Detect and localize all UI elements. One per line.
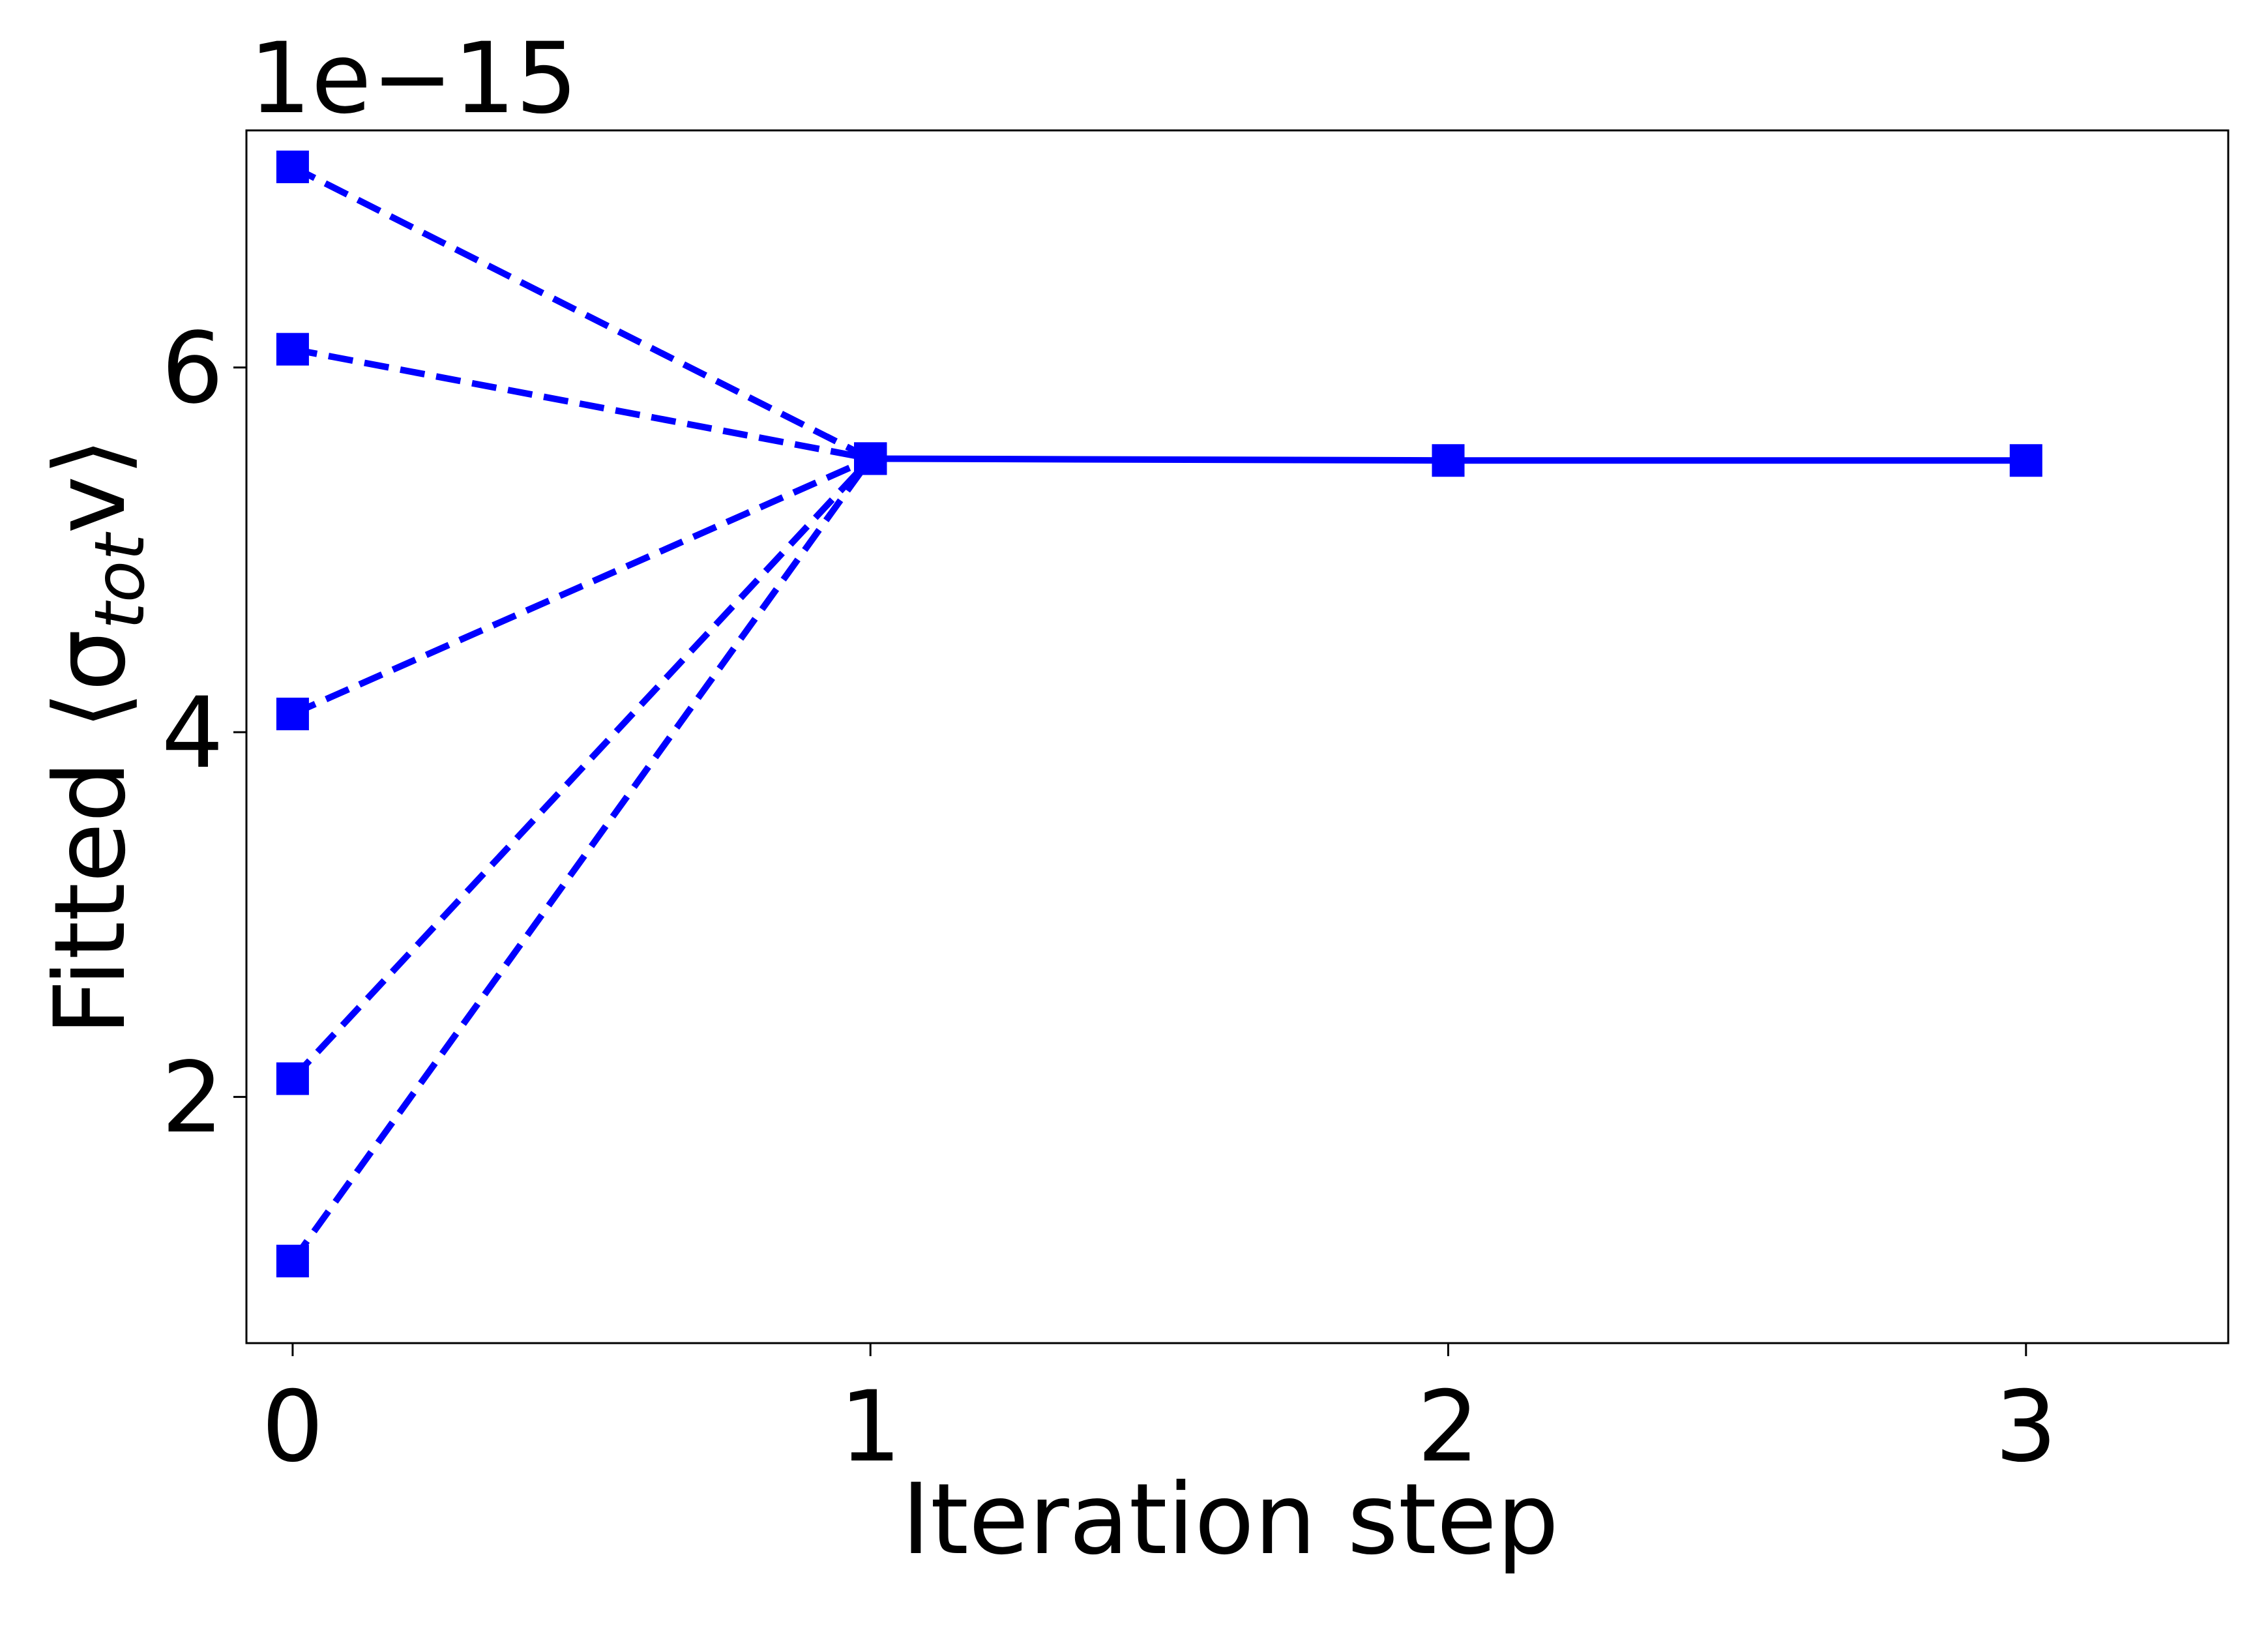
initial-guess-line-3 — [291, 455, 872, 717]
y-axis-offset-text: 1e−15 — [249, 22, 578, 136]
initial-guess-point-5 — [276, 1245, 309, 1278]
y-axis-label-tail: v⟩ — [34, 437, 147, 533]
x-tick-label: 2 — [1417, 1371, 1479, 1484]
plot-area-frame — [245, 129, 2230, 1344]
initial-guess-point-1 — [276, 150, 309, 183]
x-tick-label: 0 — [261, 1371, 323, 1484]
initial-guess-point-3 — [276, 698, 309, 731]
converged-point — [1432, 444, 1465, 477]
x-tick-label: 1 — [839, 1371, 901, 1484]
x-axis-label: Iteration step — [902, 1463, 1559, 1577]
y-axis-label: Fitted ⟨σtotv⟩ — [34, 437, 160, 1035]
x-tick-label: 3 — [1995, 1371, 2057, 1484]
y-tick-label: 2 — [162, 1041, 224, 1155]
y-axis-ticks: 2 4 6 — [162, 312, 246, 1155]
y-axis-label-main: Fitted ⟨σ — [34, 629, 147, 1035]
initial-guess-point-2 — [276, 333, 309, 366]
converged-point — [2009, 444, 2042, 477]
y-axis-label-subscript: tot — [80, 531, 160, 629]
y-tick-label: 4 — [162, 677, 224, 790]
series-markers — [276, 150, 2042, 1278]
initial-guess-line-2 — [291, 346, 872, 462]
initial-guess-line-5 — [289, 456, 874, 1264]
x-axis-ticks: 0 1 2 3 — [261, 1343, 2057, 1484]
initial-guess-line-4 — [290, 456, 873, 1081]
initial-guess-point-4 — [276, 1062, 309, 1095]
converged-point — [854, 442, 887, 475]
y-tick-label: 6 — [162, 312, 224, 426]
